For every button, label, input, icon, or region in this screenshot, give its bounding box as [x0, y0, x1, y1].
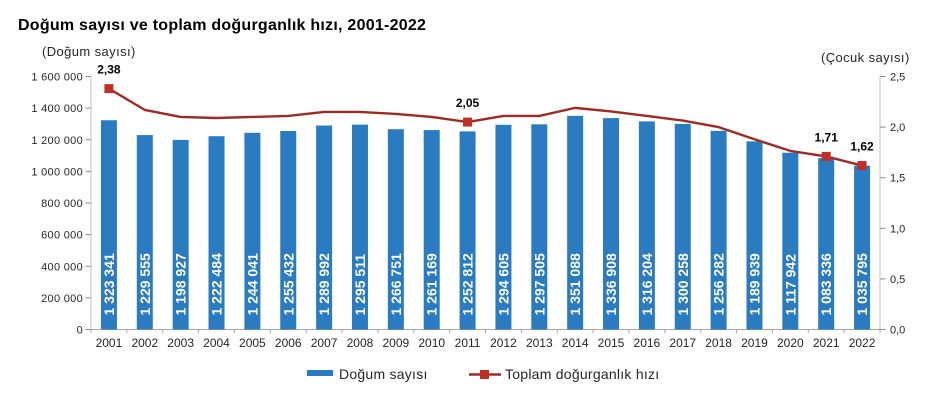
svg-text:1,5: 1,5	[890, 173, 905, 185]
svg-text:1 000 000: 1 000 000	[31, 166, 83, 178]
svg-text:2020: 2020	[777, 336, 804, 350]
svg-text:1 351 088: 1 351 088	[567, 253, 583, 315]
svg-text:1 297 505: 1 297 505	[531, 253, 547, 315]
svg-text:(Doğum sayısı): (Doğum sayısı)	[42, 44, 136, 59]
svg-text:1 294 605: 1 294 605	[495, 253, 511, 315]
svg-text:1 400 000: 1 400 000	[31, 103, 83, 115]
svg-text:2011: 2011	[455, 336, 481, 350]
svg-text:2013: 2013	[526, 336, 553, 350]
svg-text:2002: 2002	[131, 336, 158, 350]
svg-text:2021: 2021	[813, 336, 840, 350]
svg-text:2008: 2008	[347, 336, 374, 350]
svg-text:1 289 992: 1 289 992	[316, 253, 332, 315]
svg-text:Doğum sayısı: Doğum sayısı	[339, 366, 428, 382]
svg-text:1 200 000: 1 200 000	[31, 135, 83, 147]
svg-text:2005: 2005	[239, 336, 266, 350]
svg-text:0: 0	[77, 325, 83, 337]
svg-text:1 117 942: 1 117 942	[782, 254, 798, 316]
svg-text:2012: 2012	[490, 336, 517, 350]
svg-text:2007: 2007	[311, 336, 338, 350]
svg-text:1 316 204: 1 316 204	[639, 253, 655, 315]
svg-text:1,71: 1,71	[815, 130, 839, 144]
svg-text:2022: 2022	[849, 336, 876, 350]
svg-text:1 244 041: 1 244 041	[244, 253, 260, 315]
svg-text:2004: 2004	[203, 336, 230, 350]
svg-text:1 261 169: 1 261 169	[424, 253, 440, 315]
svg-text:2018: 2018	[705, 336, 732, 350]
svg-text:1 323 341: 1 323 341	[101, 253, 117, 315]
svg-text:800 000: 800 000	[41, 198, 83, 210]
svg-text:2010: 2010	[418, 336, 445, 350]
svg-text:2,5: 2,5	[890, 72, 905, 84]
svg-text:1 229 555: 1 229 555	[137, 253, 153, 315]
svg-text:2001: 2001	[96, 336, 123, 350]
svg-text:Doğum sayısı ve toplam doğurga: Doğum sayısı ve toplam doğurganlık hızı,…	[18, 17, 426, 34]
svg-text:200 000: 200 000	[41, 293, 83, 305]
svg-text:2009: 2009	[382, 336, 409, 350]
svg-text:1 189 939: 1 189 939	[746, 253, 762, 315]
svg-text:1 266 751: 1 266 751	[388, 253, 404, 315]
svg-text:0,5: 0,5	[890, 274, 905, 286]
svg-text:1 035 795: 1 035 795	[854, 253, 870, 315]
svg-text:0,0: 0,0	[890, 325, 905, 337]
svg-text:2006: 2006	[275, 336, 302, 350]
svg-text:1 252 812: 1 252 812	[460, 253, 476, 315]
svg-text:600 000: 600 000	[41, 230, 83, 242]
svg-text:1 198 927: 1 198 927	[173, 253, 189, 315]
svg-text:1 083 336: 1 083 336	[818, 253, 834, 315]
svg-text:1 300 258: 1 300 258	[675, 253, 691, 315]
svg-text:400 000: 400 000	[41, 261, 83, 273]
svg-text:2,0: 2,0	[890, 122, 905, 134]
svg-text:1,0: 1,0	[890, 223, 905, 235]
svg-text:2015: 2015	[598, 336, 625, 350]
svg-text:(Çocuk sayısı): (Çocuk sayısı)	[821, 50, 910, 65]
svg-text:1 256 282: 1 256 282	[711, 253, 727, 315]
svg-text:2003: 2003	[167, 336, 194, 350]
svg-text:2016: 2016	[634, 336, 661, 350]
svg-text:2,38: 2,38	[97, 63, 121, 77]
svg-text:1,62: 1,62	[850, 140, 874, 154]
svg-text:1 255 432: 1 255 432	[280, 253, 296, 315]
svg-text:2014: 2014	[562, 336, 589, 350]
svg-text:2019: 2019	[741, 336, 768, 350]
svg-text:2,05: 2,05	[456, 96, 480, 110]
svg-text:1 600 000: 1 600 000	[31, 72, 83, 84]
svg-text:1 336 908: 1 336 908	[603, 253, 619, 315]
svg-text:Toplam doğurganlık hızı: Toplam doğurganlık hızı	[505, 366, 659, 382]
svg-text:1 222 484: 1 222 484	[209, 253, 225, 315]
svg-text:1 295 511: 1 295 511	[352, 254, 368, 316]
svg-text:2017: 2017	[669, 336, 696, 350]
